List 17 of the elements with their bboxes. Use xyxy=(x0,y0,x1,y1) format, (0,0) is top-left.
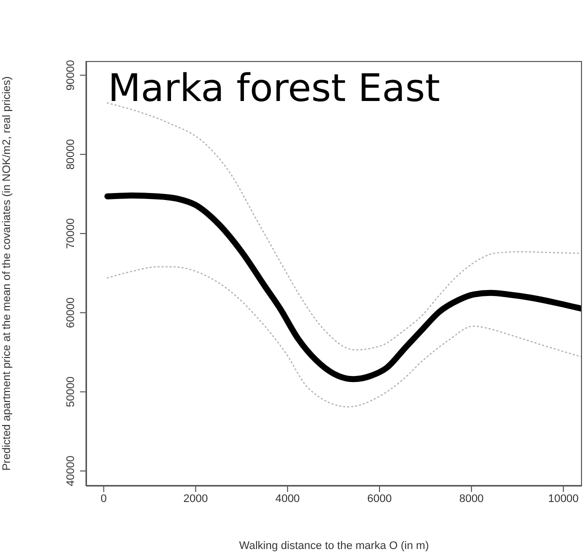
y-tick-label: 40000 xyxy=(65,456,77,486)
x-tick-label: 4000 xyxy=(275,492,300,505)
y-tick-label: 80000 xyxy=(65,139,77,170)
x-tick-label: 6000 xyxy=(367,492,392,505)
y-tick-label: 70000 xyxy=(65,218,77,249)
x-axis-title: Walking distance to the marka O (in m) xyxy=(239,540,429,552)
y-axis-title: Predicted apartment price at the mean of the covariates (in NOK/m2, real pricies) xyxy=(0,76,13,471)
x-tick-label: 8000 xyxy=(459,492,484,505)
y-tick-label: 90000 xyxy=(65,60,77,91)
y-tick-label: 50000 xyxy=(65,376,77,408)
line-series xyxy=(106,102,582,350)
x-tick-label: 2000 xyxy=(183,492,208,505)
x-tick-label: 10000 xyxy=(548,492,579,505)
chart-title: Marka forest East xyxy=(108,66,440,110)
x-tick-label: 0 xyxy=(100,492,107,505)
line-series xyxy=(106,266,582,408)
y-tick-label: 60000 xyxy=(65,297,77,328)
